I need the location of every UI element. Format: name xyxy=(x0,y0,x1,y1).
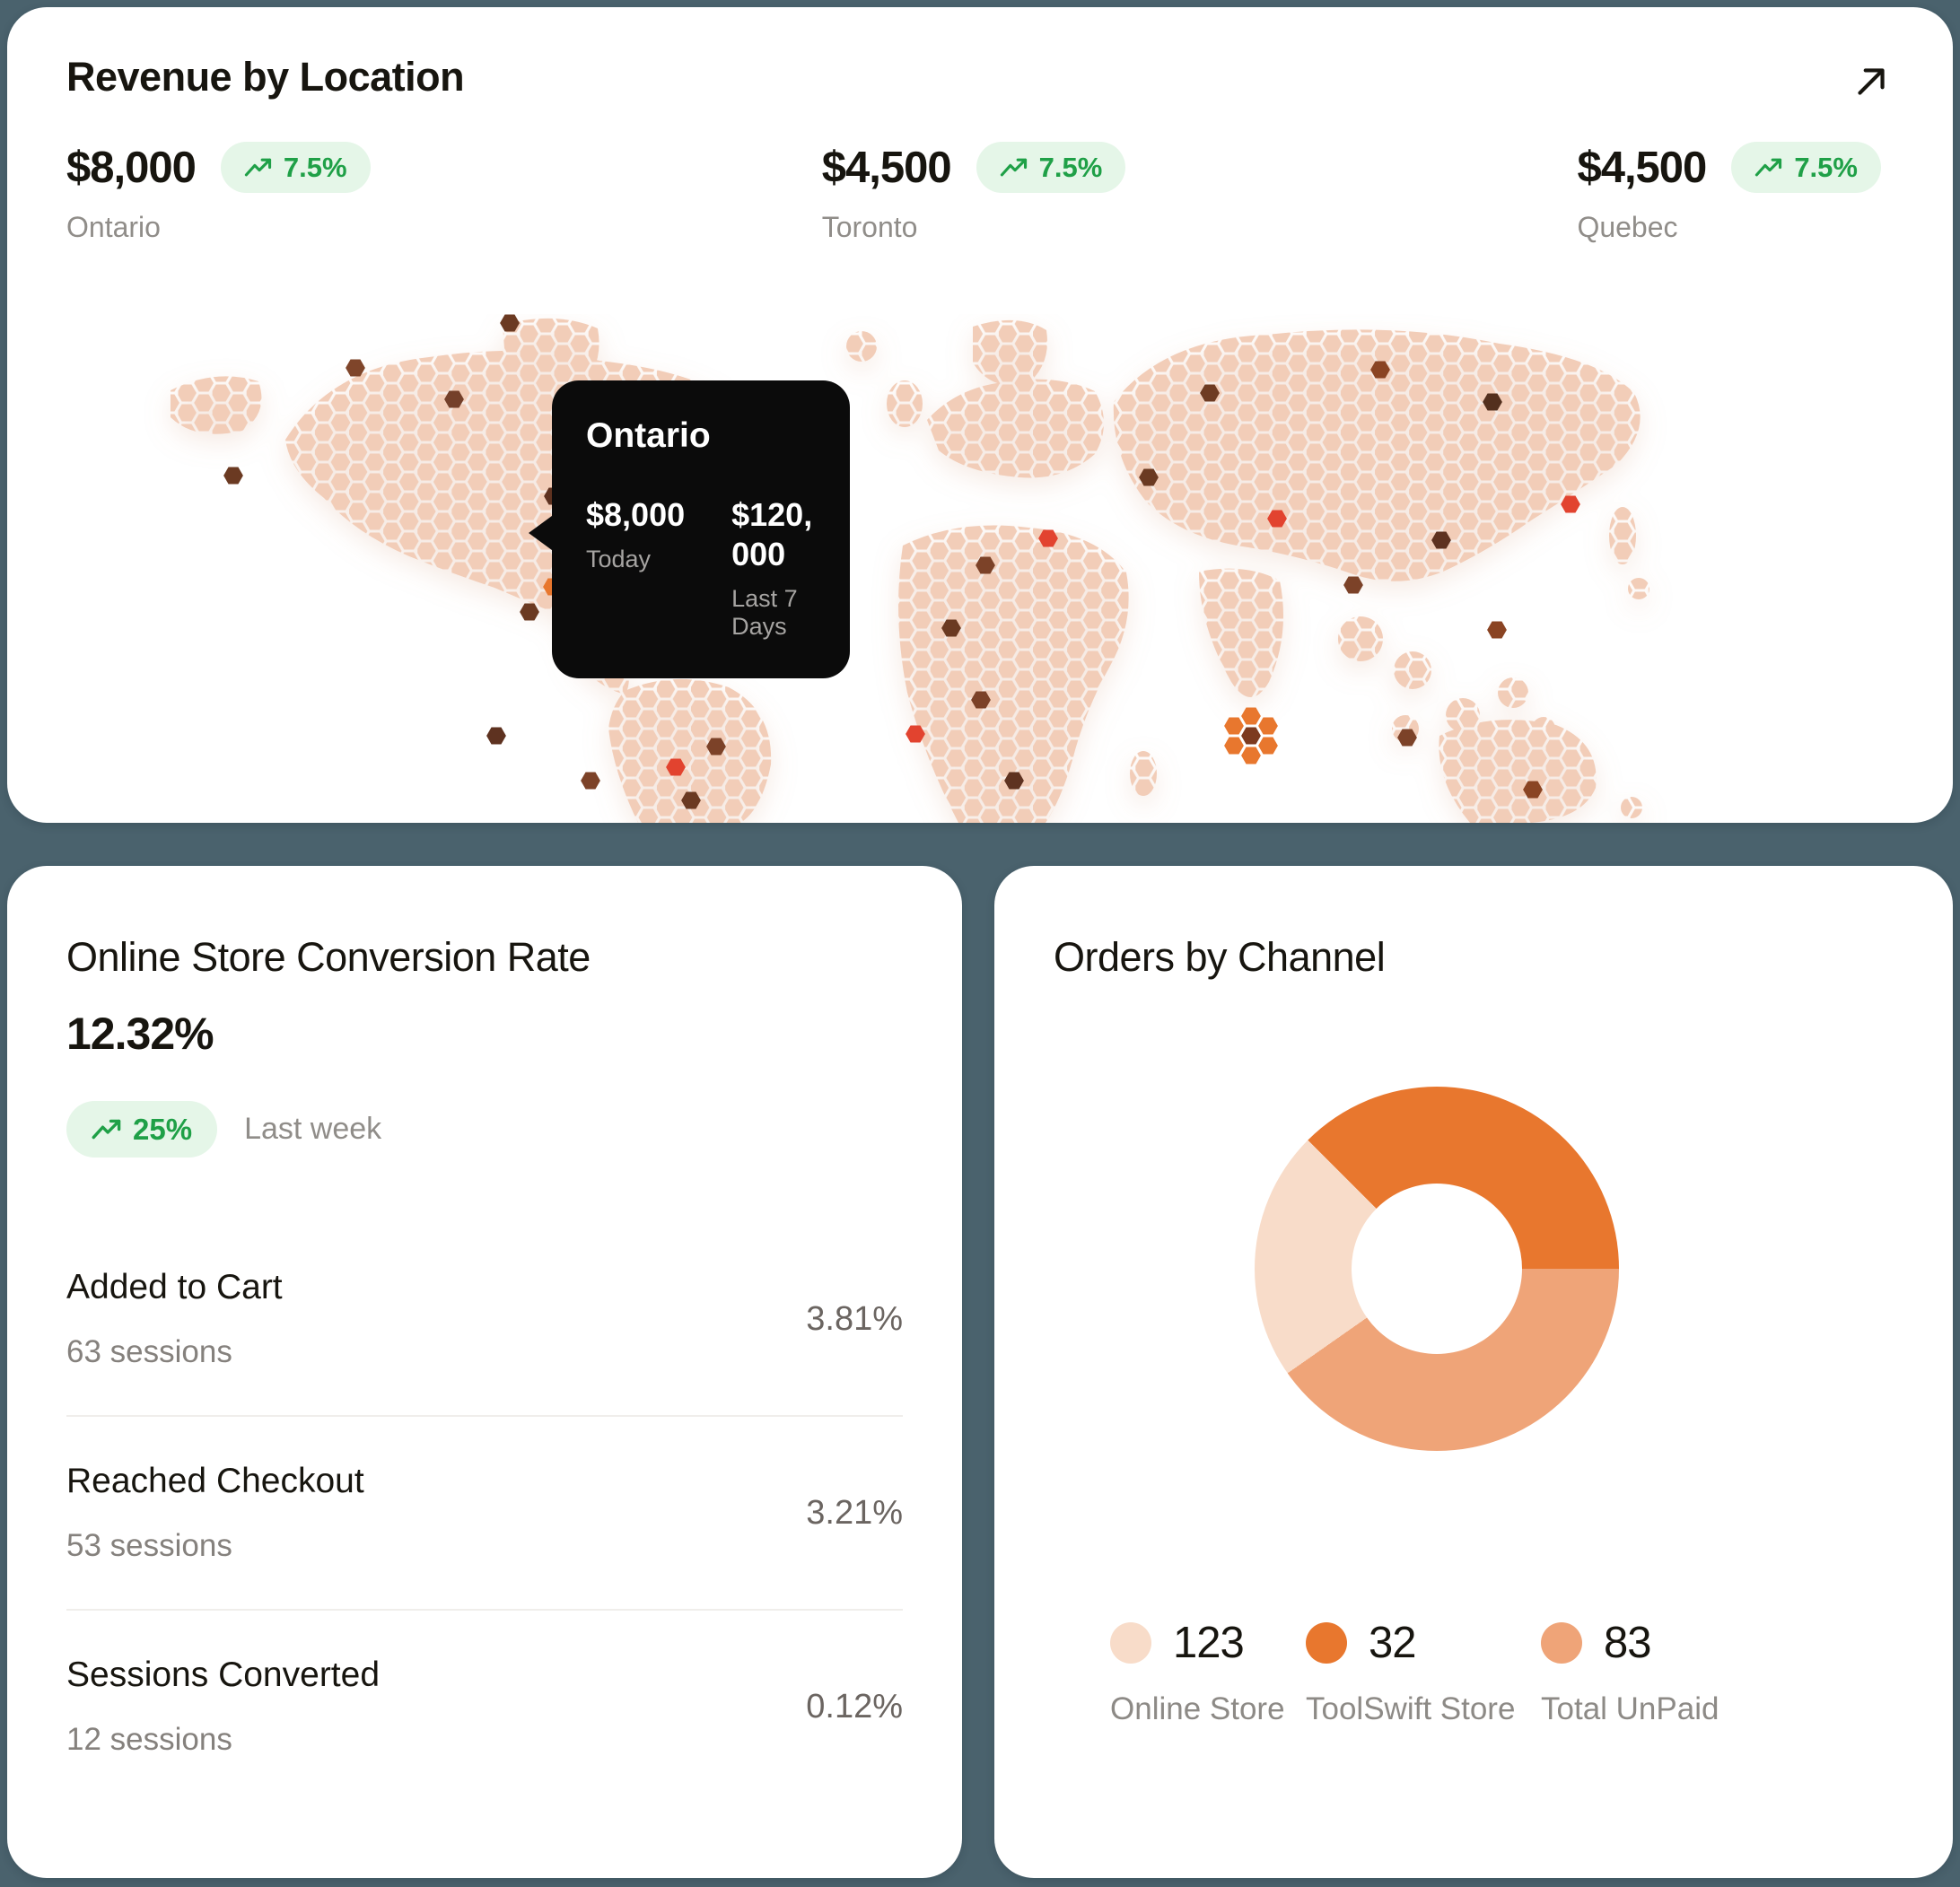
legend-item-toolswift-store: 32 ToolSwift Store xyxy=(1306,1618,1541,1727)
arrow-up-right-icon xyxy=(1851,68,1892,105)
stat-label: Ontario xyxy=(66,211,161,243)
legend-value: 83 xyxy=(1604,1619,1652,1667)
orders-legend: 123 Online Store 32 ToolSwift Store 83 T… xyxy=(1110,1618,1719,1727)
orders-donut-chart[interactable] xyxy=(1255,1087,1619,1451)
trend-badge: 25% xyxy=(66,1101,218,1158)
stat-value: $8,000 xyxy=(66,143,197,192)
stat-toronto: $4,500 7.5% Toronto xyxy=(822,142,1126,244)
trending-up-icon xyxy=(1754,157,1783,178)
revenue-stats-row: $8,000 7.5% Ontario $4,500 xyxy=(66,142,1881,244)
revenue-by-location-card: Revenue by Location $8,000 7.5% xyxy=(7,7,1953,823)
stat-quebec: $4,500 7.5% Quebec xyxy=(1577,142,1881,244)
funnel-row-sessions: 53 sessions xyxy=(66,1528,232,1563)
trending-up-icon xyxy=(1000,157,1028,178)
funnel-row-title: Reached Checkout xyxy=(66,1462,364,1500)
legend-dot xyxy=(1541,1622,1582,1664)
conversion-change-label: Last week xyxy=(244,1112,382,1146)
stat-value: $4,500 xyxy=(1577,143,1707,192)
funnel-row-added-to-cart: Added to Cart 63 sessions 3.81% xyxy=(66,1223,903,1415)
stat-value: $4,500 xyxy=(821,143,952,192)
legend-value: 123 xyxy=(1173,1619,1245,1667)
funnel-row-sessions-converted: Sessions Converted 12 sessions 0.12% xyxy=(66,1609,903,1803)
tooltip-today-column: $8,000 Today xyxy=(586,495,685,573)
conversion-rate-value: 12.32% xyxy=(66,1009,214,1059)
expand-button[interactable] xyxy=(1843,54,1899,109)
legend-dot xyxy=(1306,1622,1347,1664)
trending-up-icon xyxy=(92,1118,122,1140)
legend-label: ToolSwift Store xyxy=(1306,1691,1516,1726)
map-continents xyxy=(171,318,1649,823)
stat-label: Quebec xyxy=(1577,211,1678,243)
funnel-row-title: Added to Cart xyxy=(66,1268,283,1306)
map-tooltip-title: Ontario xyxy=(586,416,711,455)
conversion-card-title: Online Store Conversion Rate xyxy=(66,934,591,980)
revenue-card-header: Revenue by Location xyxy=(66,54,1899,109)
tooltip-today-value: $8,000 xyxy=(586,496,686,533)
tooltip-week-value: $120,000 xyxy=(731,496,813,572)
trend-badge-value: 25% xyxy=(133,1113,193,1146)
donut-hole xyxy=(1352,1184,1522,1354)
funnel-row-percent: 3.81% xyxy=(806,1299,903,1338)
trend-badge: 7.5% xyxy=(976,142,1126,193)
stat-label: Toronto xyxy=(821,211,918,243)
trend-badge: 7.5% xyxy=(1731,142,1881,193)
trend-badge-value: 7.5% xyxy=(283,152,347,183)
revenue-card-title: Revenue by Location xyxy=(66,54,465,100)
world-map[interactable] xyxy=(7,314,1953,823)
legend-label: Online Store xyxy=(1110,1691,1285,1726)
legend-dot xyxy=(1110,1622,1151,1664)
funnel-row-reached-checkout: Reached Checkout 53 sessions 3.21% xyxy=(66,1415,903,1609)
tooltip-today-label: Today xyxy=(586,545,652,572)
funnel-row-percent: 0.12% xyxy=(806,1687,903,1725)
trend-badge-value: 7.5% xyxy=(1038,152,1103,183)
trend-badge-value: 7.5% xyxy=(1794,152,1858,183)
funnel-row-percent: 3.21% xyxy=(806,1493,903,1532)
map-tooltip: Ontario $8,000 Today $120,000 Last 7 Day… xyxy=(529,380,850,678)
funnel-row-title: Sessions Converted xyxy=(66,1655,381,1694)
legend-label: Total UnPaid xyxy=(1541,1691,1719,1726)
orders-card-title: Orders by Channel xyxy=(1054,934,1386,980)
trending-up-icon xyxy=(244,157,273,178)
conversion-change-row: 25% Last week xyxy=(66,1101,381,1158)
tooltip-week-label: Last 7 Days xyxy=(731,584,798,640)
orders-by-channel-card: Orders by Channel 123 Online Store 32 To… xyxy=(994,866,1953,1878)
legend-item-online-store: 123 Online Store xyxy=(1110,1618,1306,1727)
legend-value: 32 xyxy=(1369,1619,1417,1667)
trend-badge: 7.5% xyxy=(220,142,371,193)
conversion-rate-card: Online Store Conversion Rate 12.32% 25% … xyxy=(7,866,962,1878)
conversion-funnel-list: Added to Cart 63 sessions 3.81% Reached … xyxy=(66,1223,903,1803)
legend-item-total-unpaid: 83 Total UnPaid xyxy=(1541,1618,1719,1727)
funnel-row-sessions: 63 sessions xyxy=(66,1334,232,1369)
stat-ontario: $8,000 7.5% Ontario xyxy=(66,142,371,244)
funnel-row-sessions: 12 sessions xyxy=(66,1722,232,1757)
tooltip-week-column: $120,000 Last 7 Days xyxy=(731,495,825,641)
